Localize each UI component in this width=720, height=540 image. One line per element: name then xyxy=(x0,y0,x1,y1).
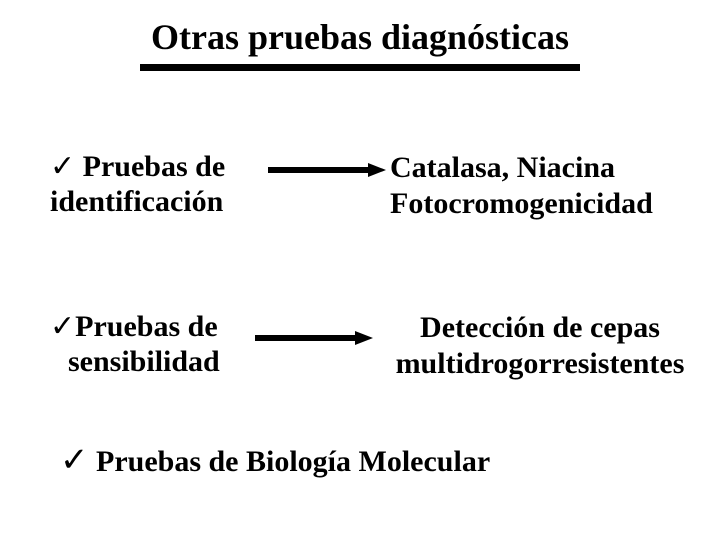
title-underline xyxy=(140,64,580,71)
bullet-line: ✓ Pruebas de xyxy=(50,150,300,185)
row-biologia-molecular: ✓ Pruebas de Biología Molecular xyxy=(60,440,490,480)
right-line: Catalasa, Niacina xyxy=(390,150,710,186)
check-icon: ✓ xyxy=(50,150,75,183)
slide-title: Otras pruebas diagnósticas xyxy=(100,18,620,58)
bullet-line: identificación xyxy=(50,185,300,220)
bullet-text: Pruebas de Biología Molecular xyxy=(89,445,491,478)
bullet-line: sensibilidad xyxy=(50,345,300,380)
check-icon: ✓ xyxy=(50,310,75,343)
check-icon: ✓ xyxy=(60,441,89,479)
right-line: multidrogorresistentes xyxy=(360,346,720,382)
right-item-identificacion: Catalasa, Niacina Fotocromogenicidad xyxy=(390,150,710,222)
arrow-icon xyxy=(268,161,386,179)
right-line: Fotocromogenicidad xyxy=(390,186,710,222)
bullet-text: Pruebas de xyxy=(75,310,218,343)
slide: Otras pruebas diagnósticas ✓ Pruebas de … xyxy=(0,0,720,540)
arrow-icon xyxy=(255,329,373,347)
bullet-text: Pruebas de xyxy=(75,150,225,183)
title-block: Otras pruebas diagnósticas xyxy=(100,18,620,71)
right-item-sensibilidad: Detección de cepas multidrogorresistente… xyxy=(360,310,720,382)
left-item-identificacion: ✓ Pruebas de identificación xyxy=(50,150,300,219)
right-line: Detección de cepas xyxy=(360,310,720,346)
